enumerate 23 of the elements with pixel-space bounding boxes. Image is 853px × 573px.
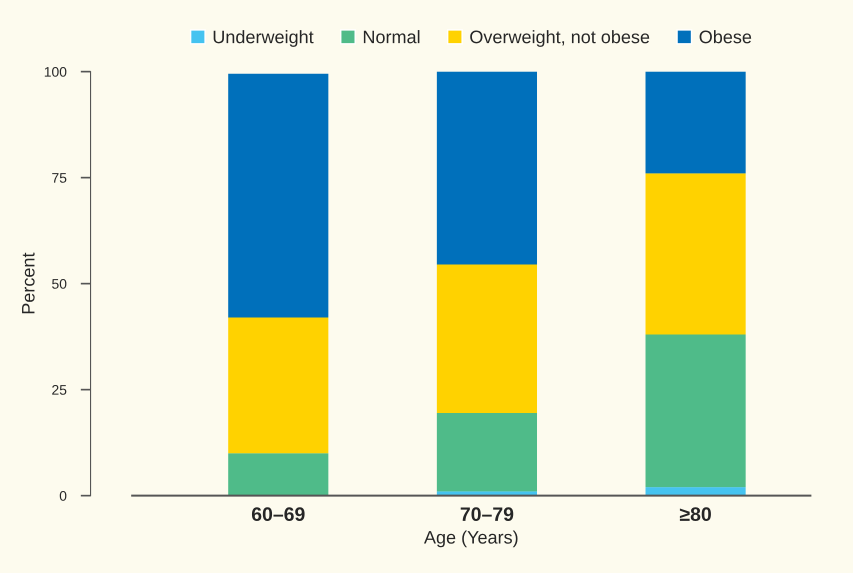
y-axis-title: Percent [22, 252, 35, 314]
x-axis-title: Age (Years) [424, 530, 518, 548]
y-tick-label: 50 [52, 278, 66, 289]
bar [436, 72, 538, 265]
bar [436, 264, 538, 413]
y-tick-label: 75 [52, 173, 66, 183]
x-tick-label: 60–69 [252, 507, 305, 522]
legend-label: Normal [364, 30, 420, 44]
legend-label: Overweight, not obese [470, 30, 650, 47]
bar [228, 318, 328, 454]
bar [646, 72, 746, 174]
legend-label: Obese [700, 30, 752, 44]
bar [646, 334, 746, 488]
y-tick-label: 25 [52, 384, 66, 395]
x-tick-label: ≥80 [680, 507, 711, 522]
y-tick-label: 100 [44, 66, 66, 77]
bar [646, 173, 746, 335]
y-tick-label: 0 [60, 490, 66, 501]
bar [228, 453, 328, 496]
x-tick-label: 70–79 [460, 507, 514, 522]
bar [436, 412, 538, 492]
legend-label: Underweight [214, 30, 314, 47]
bar [228, 74, 328, 318]
